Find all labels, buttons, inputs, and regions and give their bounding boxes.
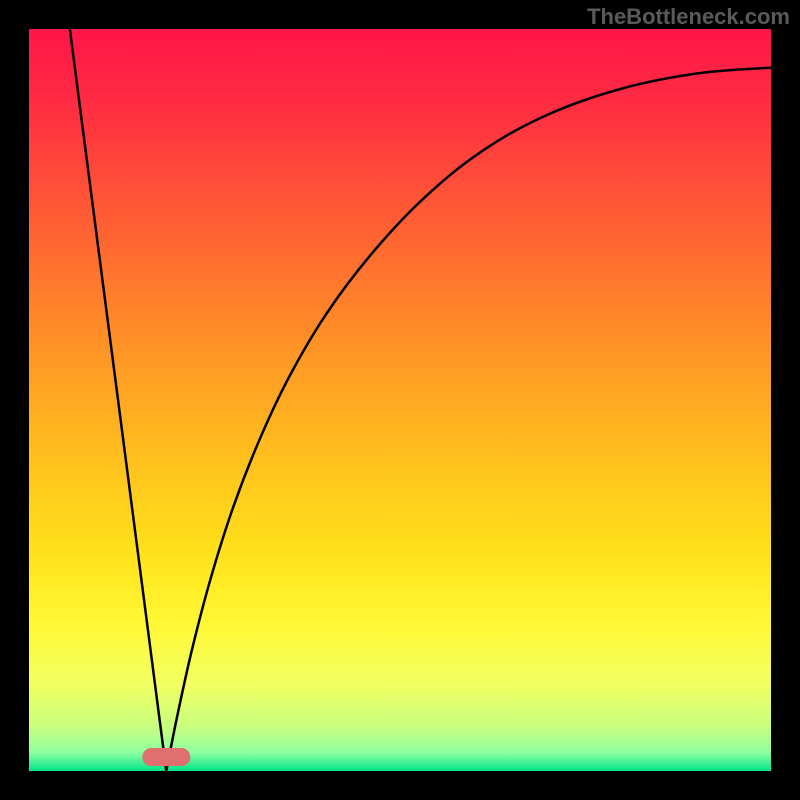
plot-background: [29, 29, 771, 771]
vertex-marker: [142, 748, 190, 766]
watermark-text: TheBottleneck.com: [587, 4, 790, 30]
figure-container: TheBottleneck.com: [0, 0, 800, 800]
plot-svg: [0, 0, 800, 800]
